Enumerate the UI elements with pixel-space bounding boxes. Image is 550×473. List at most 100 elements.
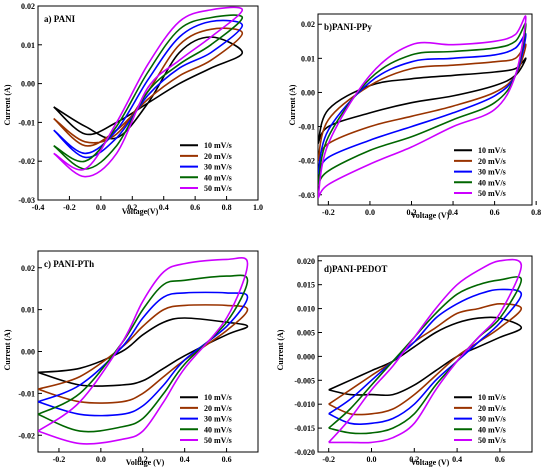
x-tick-label: 0.0 [367,455,377,464]
x-tick-label: 0.6 [490,208,500,217]
series-line [38,257,249,445]
y-tick-label: -0.015 [294,424,315,433]
legend-label: 40 mV/s [204,173,232,182]
x-tick-label: 0.2 [409,455,419,464]
plot-frame [317,255,533,453]
y-axis-label: Current (A) [3,329,12,370]
x-tick-label: 0.4 [452,455,462,464]
y-tick-label: -0.01 [298,123,315,132]
legend-label: 10 mV/s [478,146,506,155]
x-tick-label: 0.4 [180,455,190,464]
y-axis-label: Current (A) [276,329,285,370]
y-tick-label: -0.01 [18,118,35,127]
x-tick-label: 0.8 [222,203,232,212]
panel-3: -0.2 0.0 0.2 0.4 0.6 -0.02 -0.01 0.00 0.01 0.02 c)… [3,250,259,467]
x-tick-label: -0.2 [63,203,76,212]
y-axis-label: Current (A) [3,84,12,125]
series-line [53,6,244,178]
y-tick-label: -0.010 [294,400,315,409]
panel-title: a) PANI [44,14,76,24]
y-tick-label: -0.005 [294,376,315,385]
legend-label: 50 mV/s [204,184,232,193]
legend-label: 40 mV/s [204,425,232,434]
series-line [318,32,527,175]
x-tick-label: 0.4 [159,203,169,212]
series-line [328,258,523,444]
x-axis-label: Voltage (V) [411,211,450,220]
series-line [53,14,244,170]
legend-label: 30 mV/s [478,168,506,177]
legend-label: 30 mV/s [204,415,232,424]
x-tick-label: -0.2 [322,455,335,464]
legend-label: 30 mV/s [204,163,232,172]
x-axis-label: Voltage(V) [122,207,159,216]
x-tick-label: -0.2 [53,455,66,464]
y-tick-label: 0.015 [297,281,315,290]
y-tick-label: 0.01 [21,306,35,315]
legend-label: 50 mV/s [478,189,506,198]
y-tick-label: -0.03 [298,191,315,200]
legend-label: 20 mV/s [204,404,232,413]
series-line [38,317,249,387]
panel-4: -0.2 0.0 0.2 0.4 0.6 -0.020 -0.015 -0.010 -0.005… [276,255,533,467]
y-tick-label: -0.02 [18,157,35,166]
series-line [328,276,523,435]
series-line [38,304,249,404]
x-tick-label: 0.0 [96,203,106,212]
legend-label: 50 mV/s [478,436,506,445]
y-tick-label: 0.00 [21,80,35,89]
legend-label: 20 mV/s [478,404,506,413]
legend-label: 20 mV/s [204,152,232,161]
y-tick-label: 0.020 [297,257,315,266]
panel-title: c) PANI-PTh [44,259,94,269]
x-tick-label: -0.4 [32,203,45,212]
series-line [318,43,527,162]
y-tick-label: -0.02 [18,431,35,440]
x-tick-label: 0.8 [531,208,541,217]
y-tick-label: -0.01 [18,389,35,398]
legend-label: 40 mV/s [478,425,506,434]
y-tick-label: 0.00 [301,88,315,97]
x-tick-label: 0.6 [495,455,505,464]
legend-label: 10 mV/s [204,141,232,150]
panel-2: -0.2 0.0 0.2 0.4 0.6 0.8 -0.03 -0.02 -0.01 0.00 0.… [288,13,541,220]
panel-1: -0.4 -0.2 0.0 0.2 0.4 0.6 0.8 1.0 -0.03 -0.02 -0.0… [3,2,263,216]
y-tick-label: 0.000 [297,352,315,361]
y-tick-label: 0.005 [297,328,315,337]
series-line [53,19,244,159]
y-tick-label: 0.010 [297,305,315,314]
y-tick-label: 0.02 [301,20,315,29]
y-axis-label: Current (A) [288,84,297,125]
x-axis-label: Voltage (V) [411,458,450,467]
y-tick-label: 0.02 [21,264,35,273]
x-tick-label: -0.2 [322,208,335,217]
panel-title: b)PANI-PPy [324,22,372,32]
y-tick-label: -0.020 [294,448,315,457]
y-tick-label: -0.03 [18,196,35,205]
x-tick-label: 0.0 [96,455,106,464]
plot-frame [317,13,533,206]
legend-label: 50 mV/s [204,436,232,445]
y-tick-label: -0.02 [298,157,315,166]
x-axis-label: Voltage (V) [126,458,165,467]
y-tick-label: 0.02 [21,2,35,11]
plot-frame [37,5,259,201]
x-tick-label: 1.0 [253,203,263,212]
series-line [318,57,527,145]
legend-label: 30 mV/s [478,415,506,424]
series-line [318,15,527,199]
legend-label: 10 mV/s [478,393,506,402]
x-tick-label: 0.2 [127,203,137,212]
legend-label: 20 mV/s [478,157,506,166]
panel-title: d)PANI-PEDOT [324,264,387,274]
y-tick-label: 0.01 [21,41,35,50]
x-tick-label: 0.2 [406,208,416,217]
y-tick-label: 0.00 [21,348,35,357]
x-tick-label: 0.4 [448,208,458,217]
y-tick-label: 0.01 [301,54,315,63]
x-tick-label: 0.6 [222,455,232,464]
x-tick-label: 0.0 [365,208,375,217]
legend-label: 10 mV/s [204,393,232,402]
x-tick-label: 0.2 [138,455,148,464]
